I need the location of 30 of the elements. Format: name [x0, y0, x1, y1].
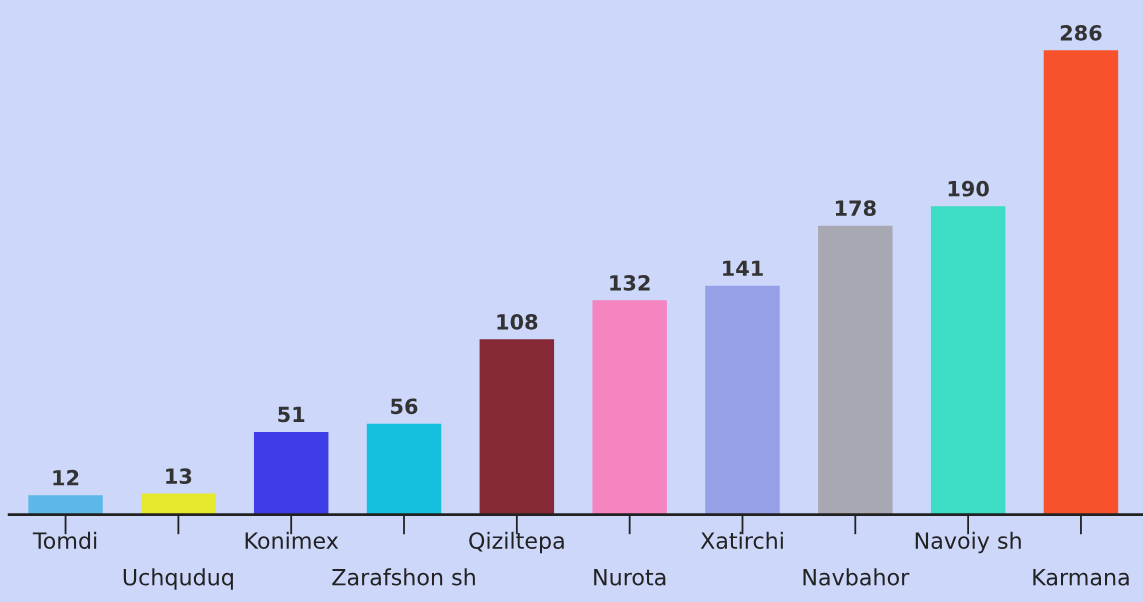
x-tick-label: Navbahor — [803, 568, 910, 586]
bar — [141, 493, 216, 515]
data-label: 51 — [278, 406, 305, 423]
bar — [28, 495, 103, 515]
x-tick-label: Tomdi — [32, 531, 97, 549]
x-tick-label: Qiziltepa — [469, 531, 564, 554]
x-tick-label: Navoiy sh — [915, 531, 1021, 554]
data-label: 56 — [391, 398, 418, 415]
bar — [930, 206, 1006, 515]
data-label: 132 — [610, 275, 650, 291]
data-label: 190 — [948, 180, 989, 197]
x-tick-label: Uchquduq — [123, 568, 233, 590]
x-tick-label: Zarafshon sh — [332, 568, 475, 586]
data-label: 13 — [166, 468, 192, 485]
bar — [818, 225, 893, 515]
bar — [366, 423, 442, 515]
data-label: 286 — [1060, 24, 1102, 41]
bar — [592, 300, 667, 515]
data-label: 12 — [53, 469, 79, 486]
x-tick-label: Xatirchi — [700, 531, 783, 549]
data-label: 108 — [497, 313, 538, 330]
data-label: 141 — [723, 260, 763, 276]
data-label: 178 — [835, 200, 876, 217]
bar — [479, 339, 555, 515]
x-tick-label: Nurota — [594, 569, 666, 586]
x-tick-label: Konimex — [245, 531, 339, 549]
bar — [705, 285, 780, 515]
bar — [1043, 50, 1119, 515]
x-tick-label: Karmana — [1033, 569, 1129, 586]
bar — [253, 431, 329, 515]
